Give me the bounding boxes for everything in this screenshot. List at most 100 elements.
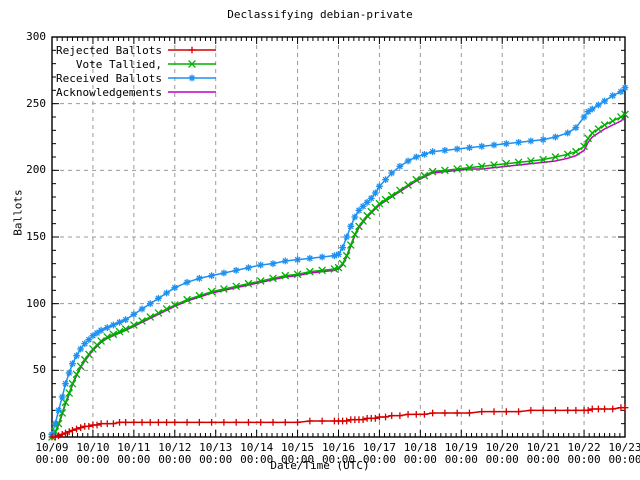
data-point-marker <box>405 158 411 164</box>
data-point-marker <box>404 181 412 189</box>
legend-sample <box>168 74 216 82</box>
data-point-marker <box>621 110 629 119</box>
data-point-marker <box>170 301 179 309</box>
data-point-marker <box>109 330 118 339</box>
data-point-marker <box>515 139 522 146</box>
data-point-marker <box>563 150 572 159</box>
data-point-marker <box>588 129 597 137</box>
x-tick-label: 10/09 00:00 <box>29 442 75 466</box>
data-point-marker <box>183 295 191 304</box>
y-tick-label: 250 <box>26 96 46 110</box>
x-tick-label: 10/16 00:00 <box>316 442 362 466</box>
data-point-marker <box>155 295 162 302</box>
data-point-marker <box>233 267 240 274</box>
x-tick-label: 10/22 00:00 <box>561 442 607 466</box>
data-point-marker <box>581 114 587 120</box>
data-point-marker <box>376 183 383 190</box>
data-point-marker <box>188 60 196 68</box>
y-tick-label: 150 <box>26 230 46 243</box>
x-tick-time: 00:00 <box>281 453 315 466</box>
data-point-marker <box>466 144 473 151</box>
data-point-marker <box>442 147 448 154</box>
data-point-marker <box>65 389 74 397</box>
chart-title: Declassifying debian-private <box>227 8 413 21</box>
legend-label: Received Ballots <box>56 72 162 85</box>
data-point-marker <box>428 167 437 176</box>
data-point-marker <box>375 199 384 208</box>
data-point-marker <box>52 420 59 427</box>
data-point-marker <box>129 321 138 329</box>
x-tick-time: 00:00 <box>76 453 110 466</box>
data-point-marker <box>585 108 592 115</box>
data-point-marker <box>609 92 616 99</box>
x-tick-time: 00:00 <box>567 453 601 466</box>
data-point-marker <box>256 277 265 285</box>
data-point-marker <box>396 186 404 195</box>
x-tick-date: 10/12 <box>158 441 192 454</box>
series-vote-tallied <box>48 110 629 441</box>
data-point-marker <box>503 140 510 147</box>
data-point-marker <box>281 271 290 280</box>
x-tick-date: 10/13 <box>199 441 233 454</box>
series-rejected-ballots <box>48 404 629 441</box>
data-point-marker <box>372 190 379 196</box>
x-tick-time: 00:00 <box>362 453 396 466</box>
data-point-marker <box>103 333 112 341</box>
data-point-marker <box>257 262 264 268</box>
data-point-marker <box>490 161 498 169</box>
data-point-marker <box>72 370 81 379</box>
data-point-marker <box>368 195 375 202</box>
data-point-marker <box>595 102 602 108</box>
data-point-marker <box>245 264 252 271</box>
x-tick-date: 10/10 <box>76 441 110 454</box>
x-tick-time: 00:00 <box>444 453 478 466</box>
x-tick-label: 10/12 00:00 <box>152 442 198 466</box>
data-point-marker <box>491 142 497 148</box>
data-point-marker <box>98 327 105 334</box>
data-point-marker <box>527 157 535 165</box>
data-point-marker <box>584 134 593 143</box>
x-tick-time: 00:00 <box>485 453 519 466</box>
y-tick-label: 100 <box>26 296 46 310</box>
data-point-marker <box>617 113 625 121</box>
data-point-marker <box>115 327 124 336</box>
x-tick-date: 10/21 <box>526 441 560 454</box>
x-tick-label: 10/11 00:00 <box>111 442 157 466</box>
data-point-marker <box>147 300 154 307</box>
data-point-marker <box>269 274 277 283</box>
data-point-marker <box>382 176 389 183</box>
data-point-marker <box>413 154 420 160</box>
x-tick-label: 10/21 00:00 <box>520 442 566 466</box>
data-point-marker <box>138 317 146 325</box>
data-point-marker <box>381 195 390 204</box>
data-point-marker <box>110 322 117 328</box>
data-point-marker <box>244 279 253 288</box>
data-point-marker <box>412 175 421 184</box>
data-point-marker <box>189 75 195 81</box>
data-point-marker <box>294 256 301 263</box>
data-point-marker <box>359 217 367 225</box>
data-point-marker <box>305 267 314 276</box>
data-point-marker <box>465 163 474 172</box>
legend-label: Vote Tallied, <box>76 58 162 71</box>
x-tick-date: 10/09 <box>35 441 69 454</box>
data-point-marker <box>594 125 603 133</box>
data-point-marker <box>478 143 485 150</box>
y-axis-tick-labels: 0 50 100 150 200 250 300 <box>8 0 46 480</box>
legend-sample <box>168 46 216 54</box>
data-point-marker <box>66 370 73 376</box>
data-point-marker <box>58 409 67 417</box>
data-point-marker <box>208 272 215 279</box>
data-point-marker <box>429 148 436 155</box>
series-acknowledgements <box>51 116 626 438</box>
data-point-marker <box>130 311 137 318</box>
data-point-marker <box>589 106 596 112</box>
data-point-marker <box>68 379 77 388</box>
x-tick-date: 10/17 <box>362 441 396 454</box>
series-line <box>51 116 626 438</box>
data-point-marker <box>580 142 588 151</box>
data-point-marker <box>552 134 559 140</box>
data-point-marker <box>572 147 580 156</box>
